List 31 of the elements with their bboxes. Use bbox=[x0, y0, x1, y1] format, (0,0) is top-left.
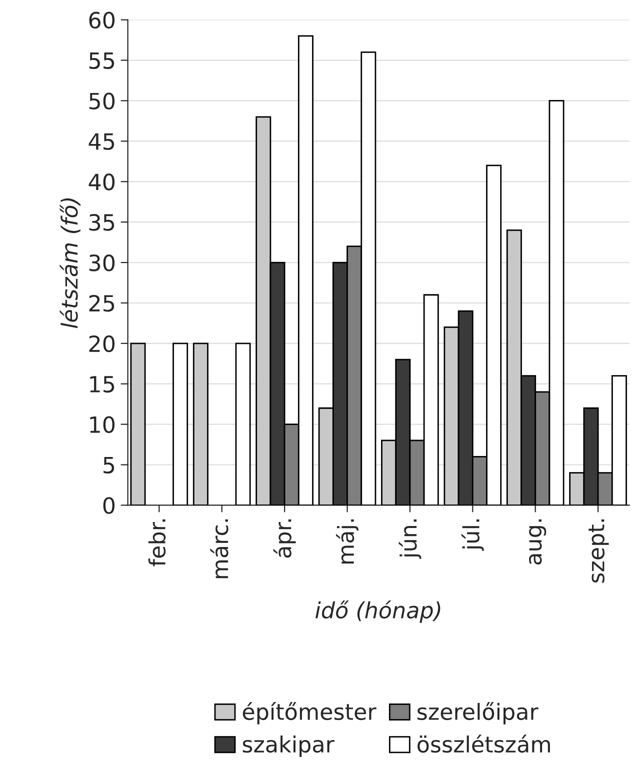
x-tick-label: aug. bbox=[529, 519, 546, 565]
y-tick-label: 5 bbox=[104, 457, 114, 474]
legend-label: építőmester bbox=[242, 702, 376, 724]
bar bbox=[130, 342, 146, 506]
x-tick-label: jún. bbox=[398, 519, 422, 559]
y-tick-label: 60 bbox=[89, 12, 115, 29]
y-tick-label: 15 bbox=[90, 376, 114, 393]
x-tick-label: febr. bbox=[148, 519, 166, 566]
y-tick-label: 40 bbox=[88, 174, 115, 190]
y-tick-label: 55 bbox=[89, 52, 114, 70]
x-tick-label: júl. bbox=[461, 519, 484, 551]
x-tick-label: márc. bbox=[210, 519, 228, 578]
y-tick-label: 20 bbox=[89, 335, 115, 352]
bar bbox=[172, 342, 188, 506]
y-tick-label: 35 bbox=[89, 214, 114, 231]
legend-label: szakipar bbox=[242, 735, 334, 758]
x-axis-title: idő (hónap) bbox=[316, 600, 440, 623]
bar bbox=[192, 342, 208, 506]
y-tick-label: 50 bbox=[89, 92, 115, 110]
x-tick-label: szept. bbox=[588, 519, 609, 583]
y-tick-label: 25 bbox=[89, 294, 114, 312]
x-tick-label: máj. bbox=[336, 519, 358, 564]
y-axis-title: létszám (fő) bbox=[60, 198, 80, 328]
legend-label: szerelőipar bbox=[418, 702, 538, 724]
y-tick-label: 30 bbox=[89, 254, 115, 272]
bar bbox=[235, 342, 251, 506]
x-tick-label: ápr. bbox=[273, 519, 296, 558]
y-tick-label: 0 bbox=[103, 497, 115, 514]
y-tick-label: 10 bbox=[90, 416, 115, 434]
legend-label: összlétszám bbox=[418, 734, 550, 753]
y-tick-label: 45 bbox=[88, 133, 114, 150]
